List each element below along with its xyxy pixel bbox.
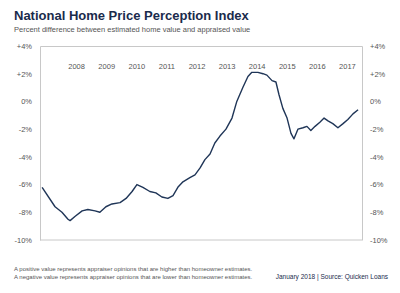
- tick-label: 2014: [249, 62, 266, 71]
- tick-label: +2%: [370, 70, 386, 79]
- tick-label: 2013: [219, 62, 236, 71]
- tick-label: 0%: [21, 97, 32, 106]
- tick-label: -2%: [370, 125, 384, 134]
- tick: 2010: [128, 46, 145, 71]
- tick: 2015: [279, 46, 296, 71]
- tick: -6%: [362, 180, 384, 189]
- y-axis-left: +4% +2% 0% -2% -4% -6% -8% -10%: [14, 42, 40, 245]
- title: National Home Price Perception Index: [14, 8, 250, 23]
- tick-label: 2011: [159, 62, 175, 71]
- tick: 0%: [362, 97, 381, 106]
- footnote: A positive value represents appraiser op…: [14, 266, 252, 272]
- tick-label: -10%: [370, 236, 388, 245]
- index-line: [42, 72, 358, 220]
- tick-label: 2010: [128, 62, 145, 71]
- tick-label: -2%: [19, 125, 33, 134]
- chart: National Home Price Perception Index Perc…: [0, 0, 400, 293]
- tick-label: 2012: [189, 62, 206, 71]
- tick: 2016: [309, 46, 326, 71]
- footnote: A negative value represents appraiser op…: [14, 274, 252, 280]
- y-axis-left-line: [40, 47, 41, 241]
- subtitle: Percent difference between estimated hom…: [14, 25, 250, 34]
- tick-label: -4%: [370, 153, 384, 162]
- background: [0, 0, 400, 293]
- tick: -2%: [19, 125, 40, 134]
- tick-label: +4%: [17, 42, 33, 51]
- x-axis-line: [41, 46, 363, 47]
- tick: 2011: [159, 46, 175, 71]
- tick: -10%: [362, 236, 388, 245]
- source-note: January 2018 | Source: Quicken Loans: [276, 273, 389, 281]
- tick: +2%: [362, 70, 386, 79]
- tick: -10%: [14, 236, 40, 245]
- tick: 2012: [189, 46, 206, 71]
- tick: 2009: [98, 46, 115, 71]
- tick: 2014: [249, 46, 266, 71]
- tick-label: 2016: [309, 62, 326, 71]
- tick-label: -4%: [19, 153, 33, 162]
- tick-label: -8%: [19, 208, 33, 217]
- tick-label: 2009: [98, 62, 115, 71]
- plot-frame: [40, 240, 362, 241]
- tick-label: 2008: [68, 62, 85, 71]
- tick: -6%: [19, 180, 40, 189]
- tick-label: 2017: [339, 62, 356, 71]
- y-axis-right-line: [362, 47, 363, 241]
- tick-label: +4%: [370, 42, 386, 51]
- tick-label: -6%: [19, 180, 33, 189]
- tick-label: 0%: [370, 97, 381, 106]
- tick-label: 2015: [279, 62, 296, 71]
- tick: +4%: [362, 42, 386, 51]
- y-axis-right: +4% +2% 0% -2% -4% -6% -8% -10%: [362, 42, 388, 245]
- tick: 2013: [219, 46, 236, 71]
- tick: -4%: [19, 153, 40, 162]
- tick: -8%: [362, 208, 384, 217]
- tick: 2017: [339, 46, 356, 71]
- tick: +4%: [17, 42, 40, 51]
- x-axis: 2008 2009 2010 2011 2012 2013 2014 2015 2016 2017: [41, 46, 363, 71]
- tick: 2008: [68, 46, 85, 71]
- tick-label: +2%: [17, 70, 33, 79]
- tick: -8%: [19, 208, 40, 217]
- tick-label: -8%: [370, 208, 384, 217]
- plot-area: [42, 72, 358, 220]
- tick: -2%: [362, 125, 384, 134]
- tick: 0%: [21, 97, 40, 106]
- tick: +2%: [17, 70, 40, 79]
- tick-label: -10%: [14, 236, 32, 245]
- tick: -4%: [362, 153, 384, 162]
- tick-label: -6%: [370, 180, 384, 189]
